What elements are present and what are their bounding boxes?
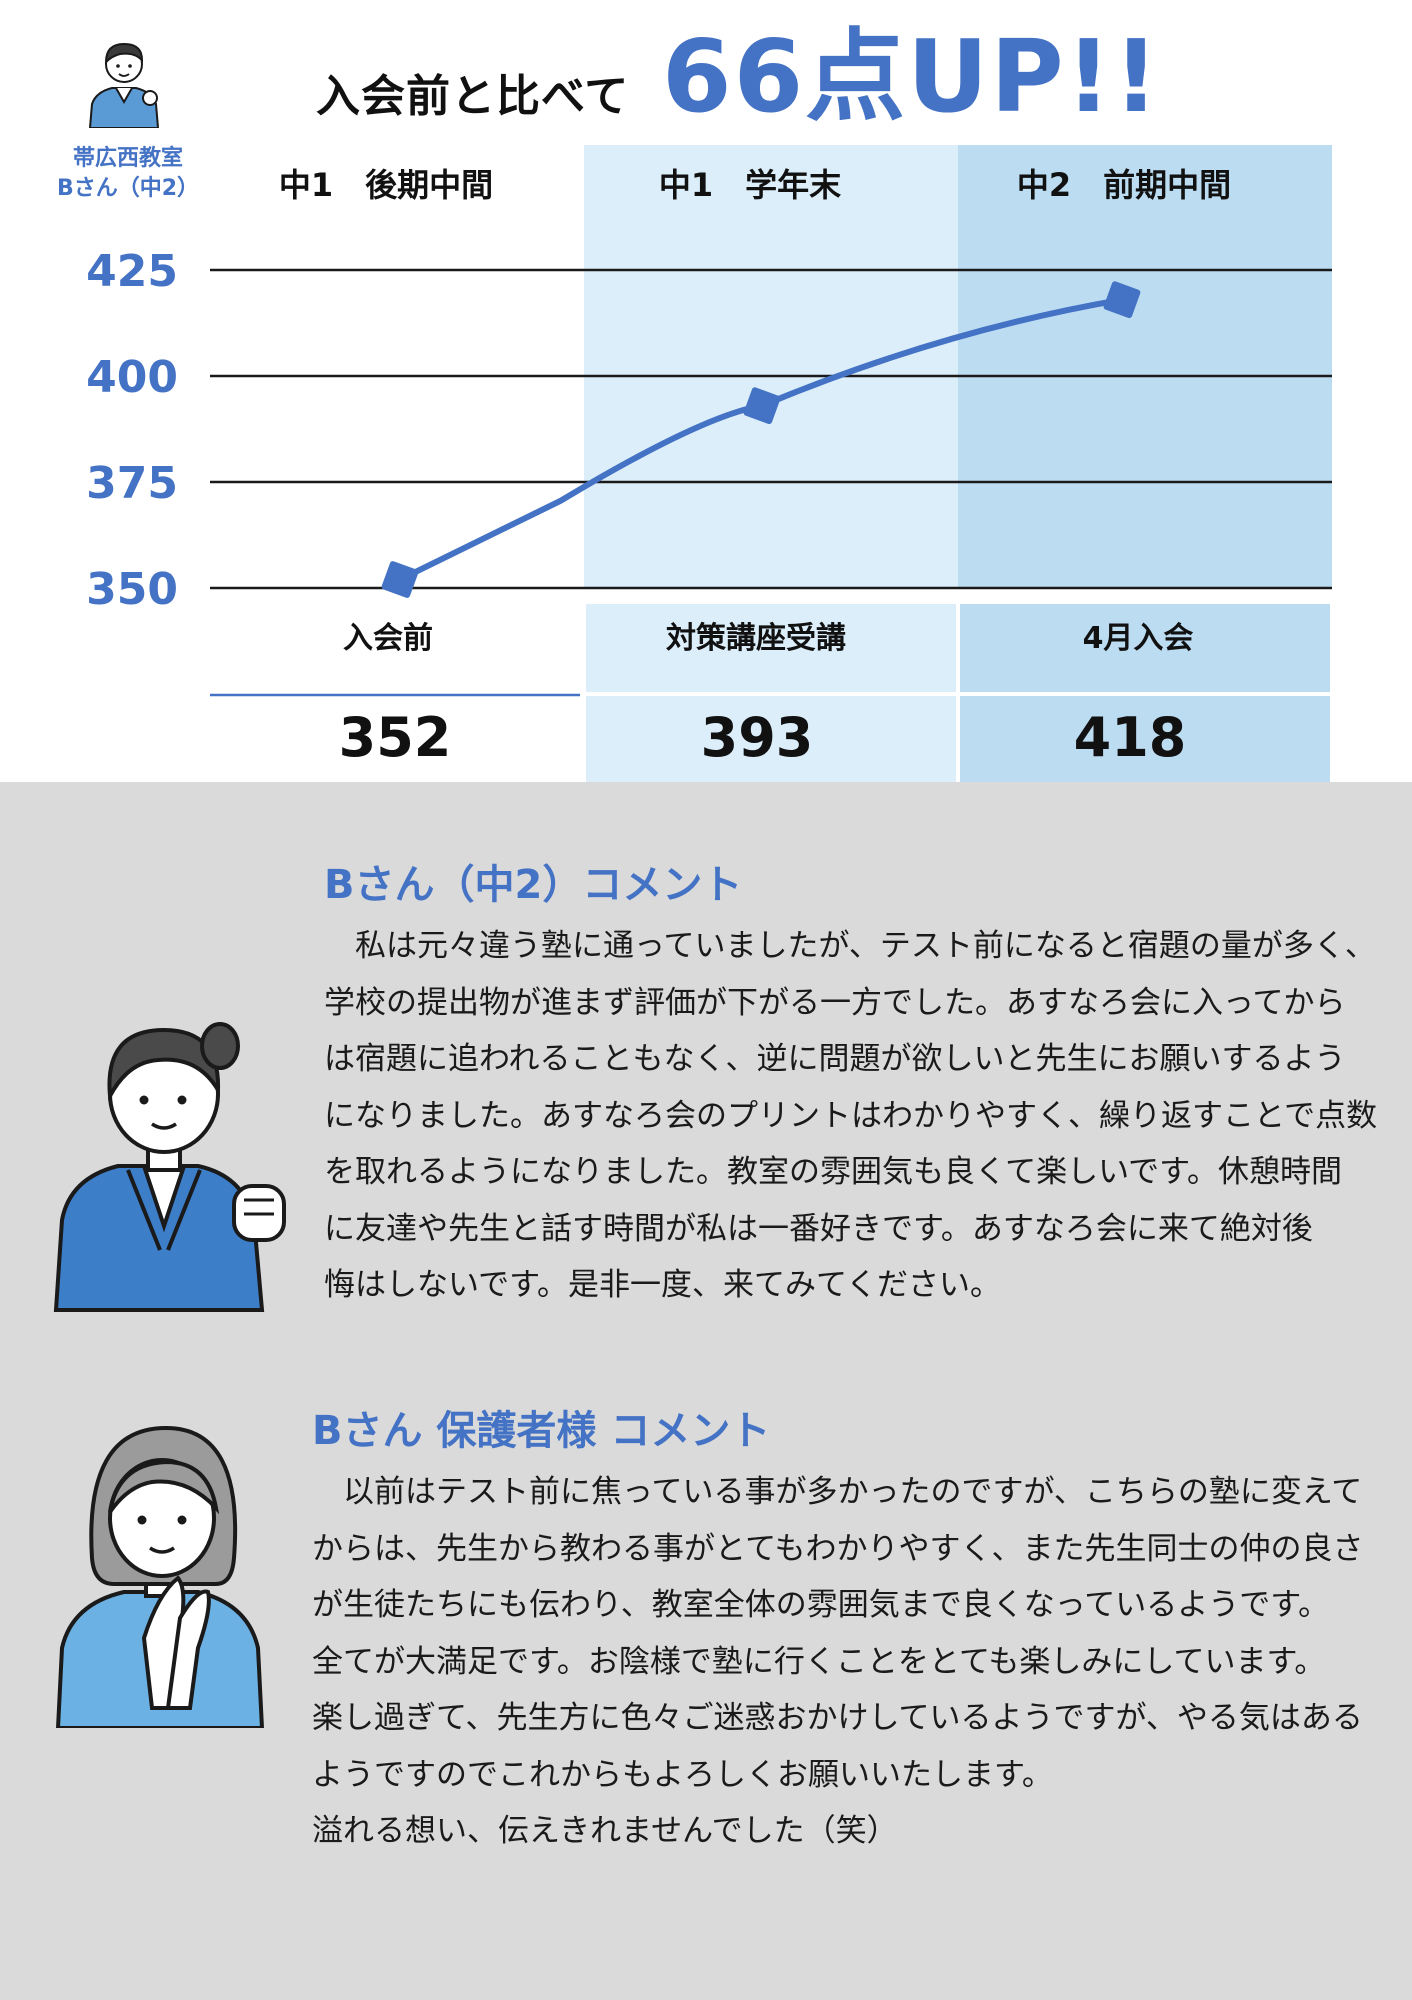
stage-cell [960, 604, 1330, 692]
student-comment-title: Bさん（中2）コメント [324, 862, 743, 908]
data-point-marker [1103, 281, 1141, 319]
student-name: Bさん（中2） [56, 175, 200, 201]
y-tick-label: 375 [86, 458, 178, 509]
student-comment-body: 私は元々違う塾に通っていましたが、テスト前になると宿題の量が多く、 学校の提出物… [324, 928, 1378, 1303]
y-tick-label: 425 [86, 246, 178, 297]
category-label: 中1 後期中間 [279, 166, 493, 204]
category-label: 中1 学年末 [659, 166, 841, 204]
chart-column-band [584, 145, 958, 588]
value-cell [586, 696, 956, 786]
stage-label: 対策講座受講 [666, 621, 846, 656]
chart-column-band [958, 145, 1332, 588]
student-avatar-icon [88, 42, 160, 128]
parent-comment-title: Bさん 保護者様 コメント [312, 1408, 771, 1454]
score-chart: 350 375 400 425 中1 後期中間 中1 学年末 中2 前期中間 入会前 対策講… [86, 145, 1332, 786]
value-cell [960, 696, 1330, 786]
stage-label: 入会前 [343, 621, 433, 656]
student-fist-pump-icon [53, 1022, 286, 1312]
data-point-marker [381, 561, 419, 598]
stage-label: 4月入会 [1083, 621, 1194, 656]
value-label: 352 [339, 706, 452, 769]
category-label: 中2 前期中間 [1017, 166, 1231, 204]
y-tick-label: 350 [86, 564, 178, 615]
value-label: 393 [701, 706, 814, 769]
headline-highlight: 66点UP!! [662, 18, 1161, 135]
comments-section [0, 782, 1412, 2000]
classroom-name: 帯広西教室 [72, 146, 183, 171]
y-tick-label: 400 [86, 352, 178, 403]
headline-prefix: 入会前と比べて [316, 71, 630, 122]
classroom-label: 帯広西教室 Bさん（中2） [48, 144, 208, 203]
stage-cell [586, 604, 956, 692]
parent-praying-hands-icon [55, 1425, 265, 1728]
parent-comment-body: 以前はテスト前に焦っている事が多かったのですが、こちらの塾に変えて からは、先生… [312, 1474, 1364, 1849]
value-label: 418 [1074, 706, 1187, 769]
data-point-marker [743, 387, 781, 425]
